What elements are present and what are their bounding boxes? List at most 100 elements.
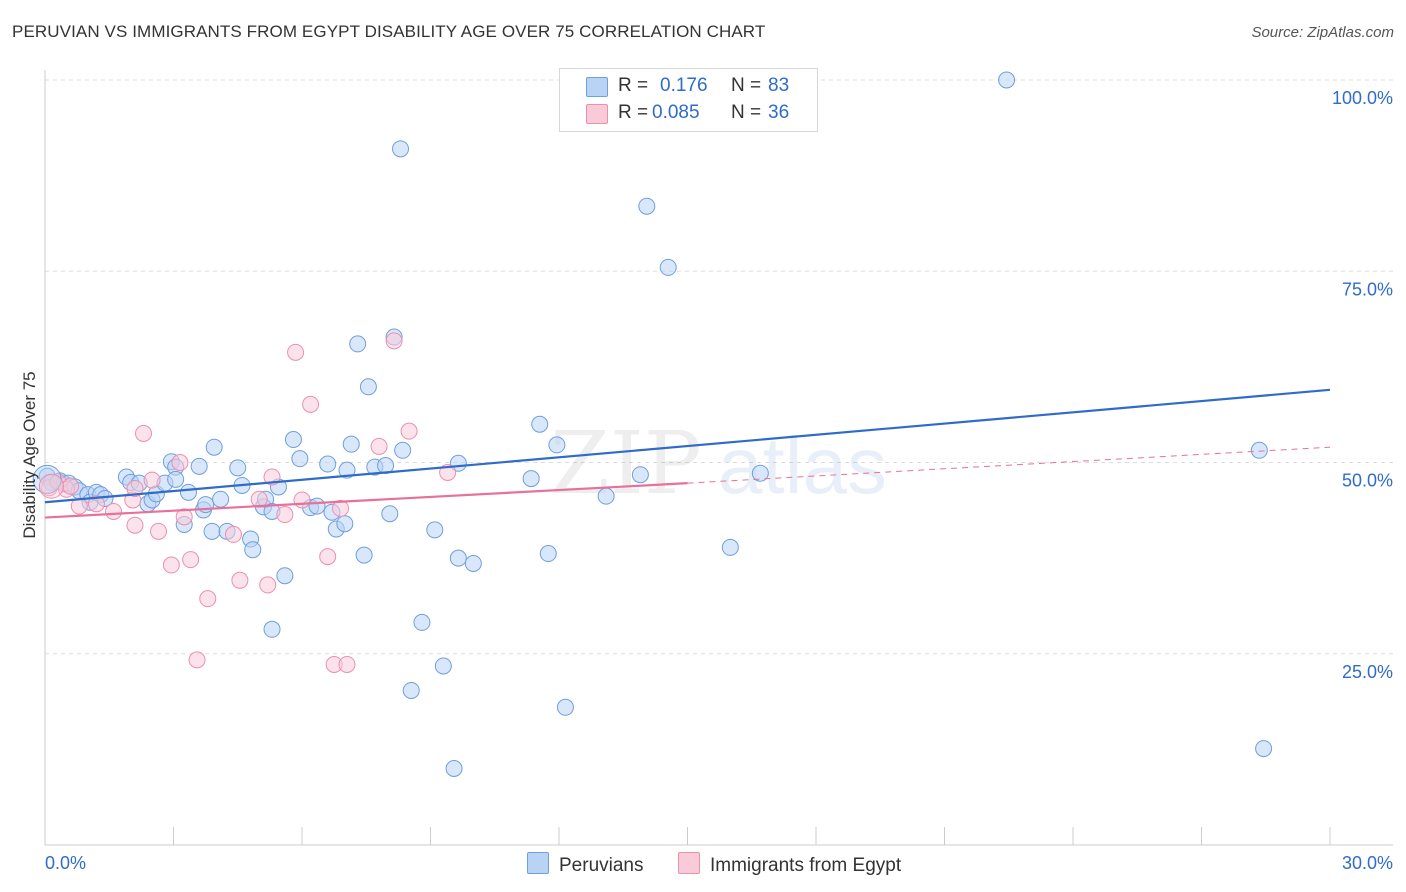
- legend-r-label: R =: [618, 75, 649, 96]
- peruvian-point: [308, 497, 326, 515]
- peruvian-point: [1255, 740, 1273, 758]
- egypt-point: [143, 471, 161, 489]
- peruvian-point: [531, 415, 549, 433]
- egypt-point: [38, 473, 64, 499]
- legend-swatch-peruvians: [586, 77, 608, 97]
- peruvian-point: [190, 457, 208, 475]
- peruvian-point: [1250, 441, 1268, 459]
- legend-r-label: R =: [618, 102, 649, 123]
- egypt-point: [259, 576, 277, 594]
- peruvian-point: [338, 461, 356, 479]
- egypt-point: [150, 522, 168, 540]
- bottom-legend-label-egypt: Immigrants from Egypt: [710, 855, 902, 876]
- peruvian-point: [659, 258, 677, 276]
- egypt-point: [182, 551, 200, 569]
- peruvian-point: [539, 545, 557, 563]
- peruvian-point: [276, 567, 294, 585]
- bottom-legend-peruvians: Peruvians: [527, 852, 644, 877]
- egypt-point: [231, 571, 249, 589]
- legend-r-value: 0.176: [660, 75, 708, 96]
- peruvian-point: [203, 522, 221, 540]
- egypt-point: [126, 480, 144, 498]
- egypt-point: [105, 502, 123, 520]
- peruvian-point: [394, 441, 412, 459]
- peruvian-point: [413, 613, 431, 631]
- egypt-point: [400, 422, 418, 440]
- watermark-atlas: atlas: [718, 421, 887, 510]
- tick-labels: 25.0% 50.0% 75.0% 100.0% 0.0% 30.0%: [45, 88, 1393, 873]
- egypt-point: [370, 437, 388, 455]
- egypt-point: [188, 651, 206, 669]
- y-tick-label: 50.0%: [1342, 471, 1393, 491]
- bottom-legend-swatch-peruvians: [527, 852, 549, 874]
- peruvian-point: [392, 140, 410, 158]
- egypt-point: [250, 490, 268, 508]
- watermark-zip: ZIP: [550, 414, 702, 514]
- peruvian-point: [205, 438, 223, 456]
- egypt-point: [135, 424, 153, 442]
- egypt-point: [70, 497, 88, 515]
- egypt-point: [162, 556, 180, 574]
- peruvian-point: [426, 521, 444, 539]
- legend-n-value: 36: [768, 102, 790, 123]
- peruvian-point: [349, 335, 367, 353]
- egypt-point: [199, 590, 217, 608]
- peruvian-point: [597, 487, 615, 505]
- peruvian-point: [229, 459, 247, 477]
- peruvian-trend-line: [44, 388, 1331, 504]
- peruvian-point: [751, 464, 769, 482]
- egypt-trend-extension: [687, 446, 1331, 484]
- egypt-point: [126, 516, 144, 534]
- legend-r-value: 0.085: [652, 102, 700, 123]
- egypt-point: [338, 655, 356, 673]
- peruvian-point: [342, 435, 360, 453]
- peruvian-point: [631, 466, 649, 484]
- chart-title: PERUVIAN VS IMMIGRANTS FROM EGYPT DISABI…: [12, 22, 766, 41]
- y-tick-label: 75.0%: [1342, 279, 1393, 299]
- egypt-point: [293, 491, 311, 509]
- egypt-point: [302, 395, 320, 413]
- legend-n-value: 83: [768, 75, 790, 96]
- egypt-trend-line: [44, 482, 688, 519]
- egypt-point: [276, 506, 294, 524]
- peruvian-point: [244, 541, 262, 559]
- peruvian-point: [381, 505, 399, 523]
- peruvian-point: [402, 681, 420, 699]
- x-tick-label: 0.0%: [45, 853, 86, 873]
- peruvian-point: [359, 378, 377, 396]
- peruvian-point: [291, 450, 309, 468]
- legend-n-label: N =: [731, 75, 762, 96]
- legend-swatch-egypt: [586, 104, 608, 124]
- bottom-legend-swatch-egypt: [678, 852, 700, 874]
- peruvian-point: [336, 515, 354, 533]
- peruvian-point: [355, 546, 373, 564]
- trend-lines: [44, 388, 1331, 519]
- peruvian-point: [638, 197, 656, 215]
- egypt-point: [87, 495, 105, 513]
- y-tick-label: 25.0%: [1342, 662, 1393, 682]
- peruvian-point: [434, 657, 452, 675]
- peruvian-point: [464, 554, 482, 572]
- peruvian-point: [179, 483, 197, 501]
- source-label: Source: ZipAtlas.com: [1251, 24, 1394, 41]
- peruvian-point: [449, 549, 467, 567]
- peruvian-point: [522, 470, 540, 488]
- egypt-point: [62, 477, 80, 495]
- peruvian-point: [548, 436, 566, 454]
- egypt-point: [175, 508, 193, 526]
- peruvian-point: [263, 620, 281, 638]
- peruvian-point: [445, 760, 463, 777]
- peruvian-point: [212, 490, 230, 508]
- egypt-point: [224, 525, 242, 543]
- peruvian-point: [998, 71, 1016, 89]
- egypt-point: [319, 548, 337, 566]
- peruvian-point: [284, 431, 302, 449]
- x-tick-label: 30.0%: [1342, 853, 1393, 873]
- peruvian-point: [721, 538, 739, 556]
- bottom-legend-label-peruvians: Peruvians: [559, 855, 644, 876]
- y-axis-title: Disability Age Over 75: [20, 371, 39, 539]
- egypt-point: [287, 343, 305, 361]
- legend-n-label: N =: [731, 102, 762, 123]
- peruvian-point: [556, 698, 574, 716]
